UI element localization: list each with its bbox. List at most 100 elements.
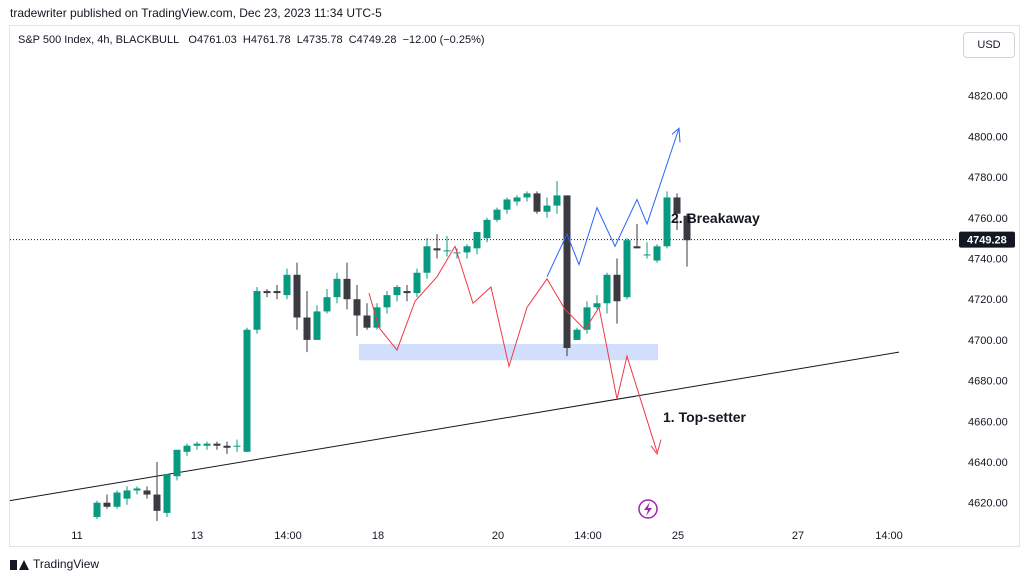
candle-body[interactable] (273, 291, 281, 294)
candle-body[interactable] (323, 297, 331, 312)
candle-body[interactable] (173, 449, 181, 477)
candle-body[interactable] (143, 490, 151, 495)
candle-body[interactable] (233, 445, 241, 447)
candle-body[interactable] (353, 299, 361, 316)
candle-body[interactable] (463, 246, 471, 253)
y-tick-label: 4740.00 (968, 254, 1008, 266)
candle-body[interactable] (243, 329, 251, 452)
tradingview-logo-icon (10, 558, 29, 570)
candle-body[interactable] (283, 274, 291, 296)
x-tick-label: 11 (71, 530, 82, 542)
candle-body[interactable] (543, 205, 551, 212)
y-tick-label: 4720.00 (968, 294, 1008, 306)
y-tick-label: 4760.00 (968, 213, 1008, 225)
candle-body[interactable] (93, 502, 101, 517)
candle-body[interactable] (623, 240, 631, 298)
y-tick-label: 4800.00 (968, 131, 1008, 143)
legend-low: L4735.78 (296, 34, 343, 46)
candle-body[interactable] (683, 215, 691, 241)
breakaway-path[interactable] (546, 128, 680, 278)
candle-body[interactable] (583, 307, 591, 330)
candle-body[interactable] (213, 443, 221, 446)
candle-body[interactable] (193, 443, 201, 446)
legend-change: −12.00 (−0.25%) (402, 34, 485, 46)
legend-close: C4749.28 (348, 34, 397, 46)
candle-body[interactable] (423, 246, 431, 273)
candle-body[interactable] (643, 254, 651, 256)
candle-body[interactable] (383, 295, 391, 308)
candle-body[interactable] (513, 197, 521, 202)
candle-body[interactable] (393, 286, 401, 296)
candle-body[interactable] (253, 291, 261, 330)
candle-body[interactable] (413, 272, 421, 294)
candle-body[interactable] (303, 317, 311, 340)
candle-body[interactable] (673, 197, 681, 214)
annotation-top-setter: 1. Top-setter (663, 409, 747, 425)
x-tick-label: 14:00 (274, 530, 302, 542)
candle-body[interactable] (443, 250, 451, 252)
candle-body[interactable] (533, 193, 541, 212)
candle-body[interactable] (663, 197, 671, 247)
y-tick-label: 4700.00 (968, 335, 1008, 347)
candle-body[interactable] (113, 492, 121, 507)
y-tick-label: 4620.00 (968, 498, 1008, 510)
trend-line[interactable] (9, 351, 900, 502)
candle-body[interactable] (203, 443, 211, 446)
candle-body[interactable] (483, 219, 491, 239)
x-tick-label: 18 (372, 530, 384, 542)
x-tick-label: 25 (672, 530, 684, 542)
chart-frame (9, 25, 1020, 547)
candle-body[interactable] (373, 307, 381, 328)
candle-body[interactable] (263, 291, 271, 294)
y-tick-label: 4820.00 (968, 91, 1008, 103)
top-setter-path[interactable] (368, 245, 658, 452)
candle-body[interactable] (553, 195, 561, 206)
candle-body[interactable] (563, 195, 571, 349)
footer-brand: TradingView (33, 557, 100, 571)
candle-body[interactable] (473, 232, 481, 249)
candle-body[interactable] (343, 278, 351, 300)
candle-body[interactable] (293, 274, 301, 318)
candle-body[interactable] (633, 246, 641, 249)
candle-body[interactable] (183, 445, 191, 452)
candle-body[interactable] (593, 303, 601, 308)
y-tick-label: 4640.00 (968, 457, 1008, 469)
candle-body[interactable] (223, 445, 231, 448)
candle-body[interactable] (333, 278, 341, 298)
candle-body[interactable] (363, 315, 371, 328)
x-tick-label: 13 (191, 530, 203, 542)
candle-body[interactable] (153, 494, 161, 511)
candle-body[interactable] (403, 291, 411, 294)
candle-body[interactable] (503, 199, 511, 210)
x-tick-label: 27 (792, 530, 804, 542)
footer-logo[interactable]: TradingView (10, 557, 99, 571)
y-tick-label: 4680.00 (968, 376, 1008, 388)
y-tick-label: 4780.00 (968, 172, 1008, 184)
candle-body[interactable] (103, 502, 111, 507)
candle-body[interactable] (653, 246, 661, 261)
x-tick-label: 14:00 (875, 530, 903, 542)
support-zone (359, 343, 658, 361)
currency-button[interactable]: USD (963, 32, 1015, 58)
breakaway-arrowhead (671, 127, 681, 143)
candle-body[interactable] (313, 311, 321, 340)
candle-body[interactable] (523, 193, 531, 198)
candle-body[interactable] (613, 274, 621, 302)
lightning-icon (644, 502, 652, 516)
candle-body[interactable] (603, 274, 611, 304)
x-tick-label: 20 (492, 530, 504, 542)
candle-body[interactable] (123, 490, 131, 499)
candle-body[interactable] (433, 248, 441, 251)
candle-body[interactable] (493, 209, 501, 220)
top-setter-arrowhead (650, 439, 662, 455)
x-tick-label: 14:00 (574, 530, 602, 542)
last-price-tag (959, 231, 1015, 248)
candle-body[interactable] (573, 329, 581, 340)
candle-body[interactable] (133, 488, 141, 491)
candle-body[interactable] (163, 474, 171, 513)
legend-high: H4761.78 (242, 34, 291, 46)
last-price-label: 4749.28 (967, 235, 1007, 247)
legend-open: O4761.03 (188, 34, 237, 46)
publisher-line: tradewriter published on TradingView.com… (10, 6, 382, 20)
